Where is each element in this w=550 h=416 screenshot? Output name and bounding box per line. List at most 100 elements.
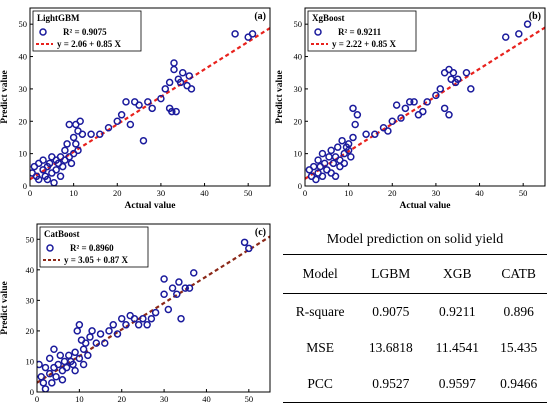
data-point bbox=[101, 339, 109, 347]
table-title: Model prediction on solid yield bbox=[326, 232, 504, 247]
data-point bbox=[139, 136, 148, 145]
data-point bbox=[515, 30, 523, 38]
data-point bbox=[87, 130, 95, 138]
data-point bbox=[96, 130, 104, 138]
y-tick-label: 0 bbox=[298, 181, 302, 191]
data-point bbox=[75, 321, 84, 329]
data-point bbox=[117, 111, 126, 119]
data-point bbox=[436, 85, 445, 93]
data-point bbox=[231, 30, 239, 38]
data-point bbox=[74, 146, 82, 155]
data-point bbox=[78, 130, 87, 138]
data-point bbox=[344, 140, 353, 148]
data-point bbox=[60, 357, 69, 366]
legend-model-name: CatBoost bbox=[44, 229, 80, 239]
data-point bbox=[309, 162, 318, 171]
data-point bbox=[164, 305, 173, 314]
data-point bbox=[320, 159, 329, 168]
data-point bbox=[523, 20, 532, 28]
panel-label: (b) bbox=[529, 11, 541, 22]
data-point bbox=[340, 159, 349, 168]
data-point bbox=[467, 85, 475, 93]
scatter-panel-catboost: 0 10 20 30 40 50 0 10 20 30 40 50 (c) CatBoost R² = 0.… bbox=[0, 223, 271, 404]
x-tick-label: 10 bbox=[69, 188, 78, 198]
y-tick-label: 10 bbox=[26, 356, 35, 366]
data-point bbox=[113, 117, 122, 126]
data-point bbox=[34, 175, 43, 184]
data-point bbox=[71, 366, 79, 375]
data-point bbox=[168, 107, 176, 116]
y-axis-label: Predict value bbox=[0, 281, 10, 334]
data-point bbox=[39, 379, 48, 387]
data-point bbox=[175, 278, 183, 286]
data-point bbox=[501, 33, 510, 41]
header-model: Model bbox=[302, 266, 338, 281]
data-point bbox=[318, 172, 327, 181]
y-tick-label: 40 bbox=[294, 52, 303, 62]
data-point bbox=[185, 72, 194, 80]
data-point bbox=[48, 379, 56, 387]
data-point bbox=[62, 363, 71, 372]
plot-frame bbox=[304, 7, 546, 187]
data-point bbox=[105, 327, 113, 335]
data-point bbox=[440, 104, 449, 113]
data-point bbox=[405, 98, 414, 106]
data-point bbox=[117, 314, 126, 323]
data-point bbox=[240, 238, 249, 247]
data-point bbox=[41, 385, 50, 392]
data-point bbox=[168, 284, 177, 292]
x-tick-label: 10 bbox=[344, 188, 353, 198]
data-point bbox=[81, 339, 90, 347]
y-tick-label: 40 bbox=[26, 265, 35, 275]
legend-r2: R² = 0.9211 bbox=[338, 27, 382, 37]
data-point bbox=[39, 156, 47, 164]
data-point bbox=[92, 339, 101, 347]
cell-value: 15.435 bbox=[500, 340, 538, 355]
y-tick-label: 20 bbox=[26, 326, 35, 336]
x-axis-label: Actual value bbox=[400, 201, 451, 211]
legend-fit-equation: y = 3.05 + 0.87 X bbox=[64, 255, 129, 265]
legend-model-name: LightGBM bbox=[37, 13, 80, 23]
y-tick-label: 50 bbox=[19, 19, 28, 29]
data-point bbox=[331, 172, 340, 181]
x-tick-label: 20 bbox=[117, 394, 126, 404]
data-point bbox=[397, 114, 405, 122]
data-point bbox=[160, 275, 168, 283]
data-point bbox=[113, 330, 122, 338]
row-label: R-square bbox=[295, 304, 345, 319]
x-tick-label: 20 bbox=[388, 188, 397, 198]
legend-model-name: XgBoost bbox=[312, 13, 345, 23]
data-point bbox=[314, 156, 322, 164]
data-point bbox=[327, 146, 335, 155]
x-tick-label: 40 bbox=[200, 188, 209, 198]
legend-marker bbox=[46, 244, 54, 252]
cell-value: 0.9075 bbox=[372, 304, 410, 319]
x-tick-label: 50 bbox=[519, 188, 528, 198]
data-point bbox=[419, 107, 427, 116]
data-point bbox=[139, 314, 147, 323]
data-point bbox=[173, 290, 181, 299]
cell-value: 0.9527 bbox=[372, 376, 410, 391]
data-point bbox=[122, 321, 130, 329]
header-catb: CATB bbox=[501, 266, 536, 281]
data-point bbox=[88, 327, 96, 335]
data-point bbox=[148, 104, 156, 113]
plot-frame bbox=[36, 223, 271, 393]
data-point bbox=[79, 360, 88, 369]
data-point bbox=[79, 345, 88, 353]
x-tick-label: 30 bbox=[432, 188, 441, 198]
data-point bbox=[423, 98, 431, 106]
data-point bbox=[69, 360, 77, 369]
data-point bbox=[73, 327, 81, 335]
x-tick-label: 10 bbox=[75, 394, 84, 404]
data-point bbox=[61, 146, 69, 155]
data-point bbox=[75, 354, 84, 363]
y-tick-label: 50 bbox=[26, 234, 35, 244]
scatter-panel-xgboost: 0 10 20 30 40 50 0 10 20 30 40 50 (b) XgBoost R² = 0.9… bbox=[275, 7, 546, 211]
data-point bbox=[144, 98, 152, 106]
data-point bbox=[349, 133, 357, 142]
data-point bbox=[371, 130, 379, 138]
data-point bbox=[86, 333, 94, 341]
cell-value: 0.9466 bbox=[500, 376, 538, 391]
legend-marker bbox=[39, 28, 47, 36]
